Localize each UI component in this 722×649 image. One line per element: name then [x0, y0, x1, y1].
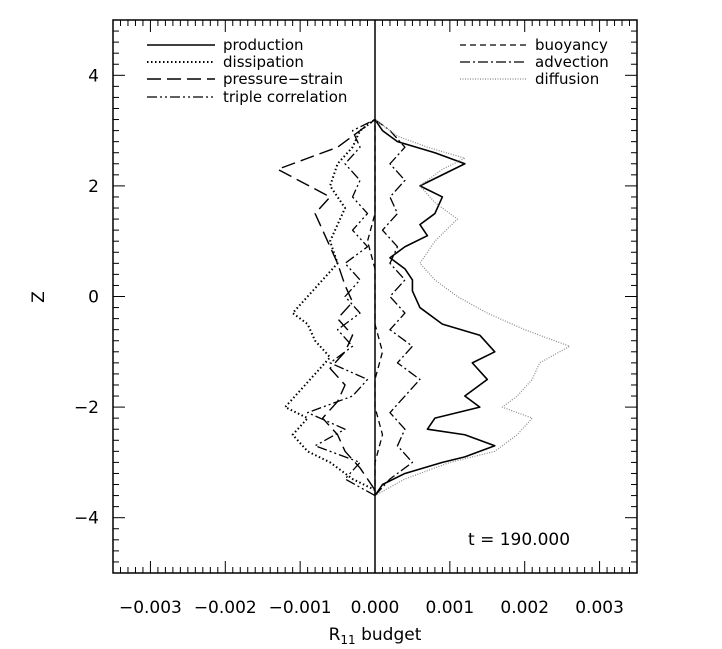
x-axis-ticks [112, 20, 638, 573]
y-tick-label: −2 [74, 398, 99, 418]
series-dissipation-line [284, 118, 376, 491]
y-axis-tick-labels: −4 −2 0 2 4 [74, 66, 99, 528]
x-tick-label: 0.001 [426, 598, 475, 618]
y-tick-label: 0 [88, 288, 99, 308]
x-axis-title-rest: budget [356, 625, 422, 645]
legend-label: diffusion [535, 70, 599, 88]
legend: productiondissipationpressure−straintrip… [147, 36, 609, 106]
legend-label: advection [535, 53, 609, 71]
y-axis-ticks [113, 19, 637, 574]
series-diffusion-line [374, 119, 571, 497]
series-production-line [374, 119, 496, 497]
series-advection-line [374, 119, 421, 497]
x-tick-label: 0.002 [500, 598, 549, 618]
x-tick-label: −0.001 [269, 598, 332, 618]
legend-label: dissipation [223, 53, 304, 71]
x-tick-label: −0.002 [194, 598, 257, 618]
x-axis-title-main: R [329, 625, 341, 645]
y-tick-label: 2 [88, 177, 99, 197]
legend-label: triple correlation [223, 88, 347, 106]
x-axis-title-subscript: 11 [340, 633, 355, 647]
y-tick-label: 4 [88, 66, 99, 86]
x-tick-label: 0.003 [575, 598, 624, 618]
x-axis-title: R11 budget [329, 625, 422, 647]
y-tick-label: −4 [74, 509, 99, 529]
plot-area [112, 19, 638, 574]
time-annotation: t = 190.000 [468, 530, 570, 550]
x-tick-label: −0.003 [119, 598, 182, 618]
legend-label: buoyancy [535, 36, 608, 54]
series-pressure-strain-line [276, 118, 376, 491]
series-triple-correlation-line [306, 118, 376, 497]
y-axis-title: Z [29, 291, 49, 303]
x-tick-label: 0.000 [351, 598, 400, 618]
x-axis-tick-labels: −0.003 −0.002 −0.001 0.000 0.001 0.002 0.003 [119, 598, 624, 618]
legend-label: pressure−strain [223, 70, 343, 88]
series-layer [276, 118, 571, 497]
legend-label: production [223, 36, 304, 54]
